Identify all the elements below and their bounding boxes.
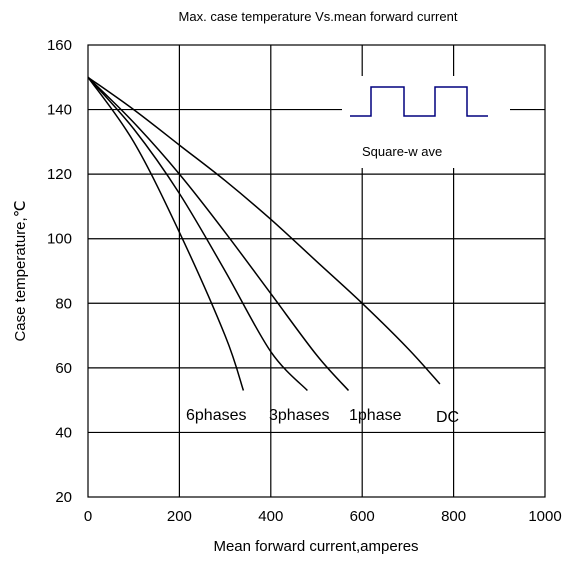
series-line-6phases bbox=[87, 76, 245, 391]
tick-labels: 0 200 400 600 800 1000 20 40 60 80 100 120 140 160 bbox=[47, 37, 562, 525]
x-tick-label-0: 0 bbox=[84, 508, 92, 525]
y-tick-label-140: 140 bbox=[47, 102, 72, 119]
y-tick-label-80: 80 bbox=[55, 295, 72, 312]
y-tick-label-40: 40 bbox=[55, 424, 72, 441]
x-tick-label-600: 600 bbox=[350, 508, 375, 525]
series-label-3phases: 3phases bbox=[269, 407, 330, 424]
square-wave-inset: Square-w ave bbox=[342, 76, 510, 168]
x-tick-label-800: 800 bbox=[441, 508, 466, 525]
inset-background bbox=[342, 76, 510, 168]
y-tick-label-100: 100 bbox=[47, 231, 72, 248]
series-line-3phases bbox=[87, 76, 308, 392]
plot-frame bbox=[87, 44, 546, 498]
y-axis-label: Case temperature,℃ bbox=[12, 200, 29, 341]
square-wave-icon bbox=[350, 86, 488, 117]
series-labels: 6phases 3phases 1phase DC bbox=[186, 407, 459, 426]
inset-label: Square-w ave bbox=[362, 144, 442, 159]
series-label-dc: DC bbox=[436, 409, 459, 426]
x-tick-label-200: 200 bbox=[167, 508, 192, 525]
series-label-1phase: 1phase bbox=[349, 407, 402, 424]
y-tick-label-20: 20 bbox=[55, 489, 72, 506]
x-tick-label-400: 400 bbox=[258, 508, 283, 525]
series-line-dc bbox=[87, 76, 441, 385]
curves bbox=[87, 76, 441, 392]
x-axis-label: Mean forward current,amperes bbox=[213, 538, 418, 555]
y-tick-label-120: 120 bbox=[47, 166, 72, 183]
series-label-6phases: 6phases bbox=[186, 407, 247, 424]
series-line-1phase bbox=[87, 76, 350, 391]
y-tick-label-160: 160 bbox=[47, 37, 72, 54]
y-tick-label-60: 60 bbox=[55, 360, 72, 377]
chart-title: Max. case temperature Vs.mean forward cu… bbox=[179, 9, 458, 24]
x-tick-label-1000: 1000 bbox=[528, 508, 561, 525]
